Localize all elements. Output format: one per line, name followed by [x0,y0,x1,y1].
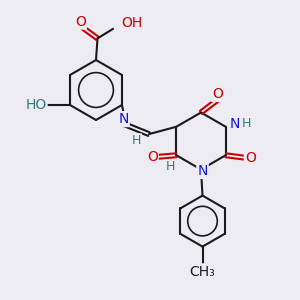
Text: H: H [242,117,251,130]
Text: N: N [118,112,129,126]
Text: N: N [197,164,208,178]
Text: HO: HO [25,98,46,112]
Text: O: O [147,150,158,164]
Text: CH₃: CH₃ [190,265,215,278]
Text: H: H [166,160,176,173]
Text: OH: OH [122,16,143,30]
Text: O: O [245,151,256,165]
Text: N: N [230,117,241,131]
Text: O: O [212,87,223,101]
Text: O: O [75,15,86,28]
Text: H: H [132,134,141,147]
